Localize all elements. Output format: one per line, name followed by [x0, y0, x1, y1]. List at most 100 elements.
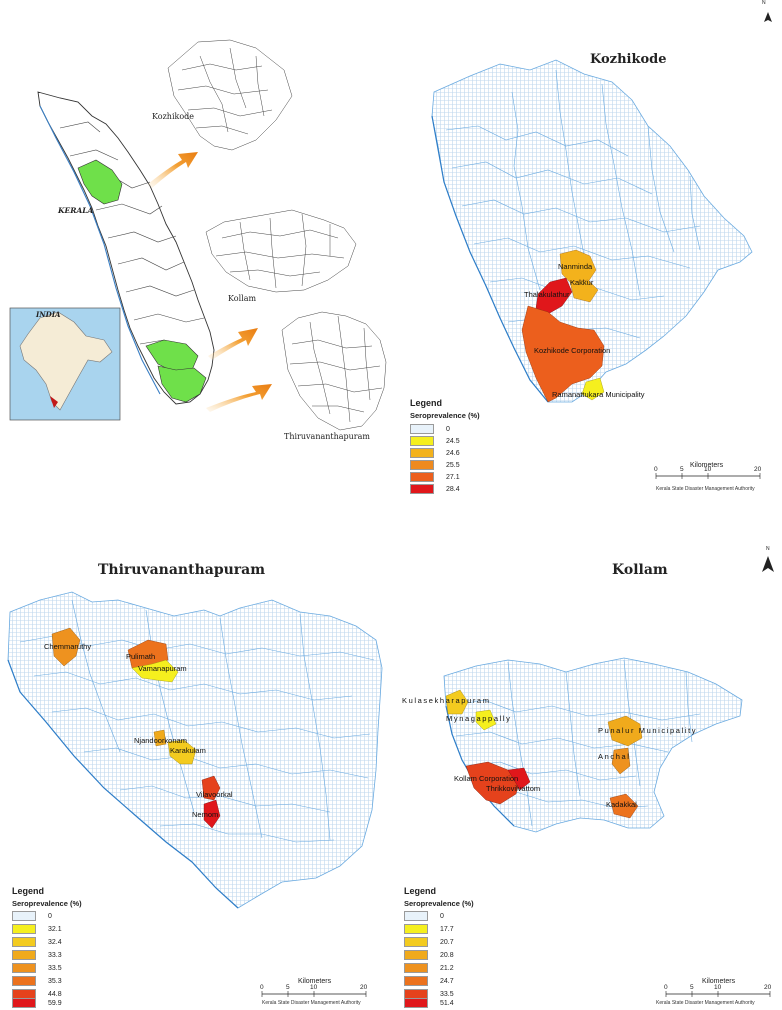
kollam-title: Kollam	[612, 562, 668, 578]
legend-swatch	[410, 436, 434, 446]
scale-tick: 10	[704, 466, 712, 473]
place-ramanattukara: Ramanattukara Municipality	[552, 390, 645, 399]
legend-value: 21.2	[440, 964, 454, 972]
nemom-region	[203, 799, 221, 829]
scale-tick: 0	[664, 984, 668, 991]
kollam-detail-map	[443, 657, 743, 833]
place-thrikkovilvattom: Thrikkovilvattom	[486, 784, 541, 793]
legend-value: 24.5	[446, 437, 460, 445]
thalakulathur-region	[535, 277, 573, 315]
scale-tick: 0	[654, 466, 658, 473]
legend-swatch	[12, 937, 36, 947]
legend-swatch	[12, 976, 36, 986]
kollam-thumbnail	[205, 209, 357, 293]
legend-value: 0	[440, 912, 444, 920]
thiruvananthapuram-title: Thiruvananthapuram	[98, 562, 266, 578]
legend-swatch	[410, 448, 434, 458]
legend-swatch	[12, 924, 36, 934]
north-label-top: N	[762, 0, 766, 6]
north-arrow-kollam	[762, 556, 774, 572]
ramanattukara-region	[581, 377, 605, 401]
scale-credit: Kerala State Disaster Management Authori…	[656, 486, 755, 492]
legend-swatch	[404, 937, 428, 947]
scale-title: Kilometers	[702, 978, 736, 985]
thrikkovilvattom-region	[507, 767, 531, 791]
legend-swatch	[404, 963, 428, 973]
scale-tick: 10	[310, 984, 318, 991]
legend-swatch	[404, 998, 428, 1008]
kozhikode-detail-map	[431, 59, 753, 403]
legend-value: 32.1	[48, 925, 62, 933]
legend-value: 17.7	[440, 925, 454, 933]
thiruvananthapuram-legend: Legend Seroprevalence (%) 0 32.1 32.4 33…	[12, 886, 132, 1008]
punalur-region	[607, 715, 643, 747]
legend-title: Legend	[404, 886, 437, 896]
scale-title: Kilometers	[298, 978, 332, 985]
legend-swatch	[410, 460, 434, 470]
place-thalakulathur: Thalakulathur	[524, 290, 570, 299]
kozhikode-title: Kozhikode	[590, 52, 667, 67]
legend-swatch	[404, 911, 428, 921]
legend-subtitle: Seroprevalence (%)	[410, 411, 480, 420]
legend-value: 51.4	[440, 999, 454, 1007]
legend-value: 24.7	[440, 977, 454, 985]
legend-value: 24.6	[446, 449, 460, 457]
legend-swatch	[12, 911, 36, 921]
kerala-label: KERALA	[58, 206, 94, 215]
thiruvananthapuram-detail-map	[7, 591, 383, 909]
kozhikode-thumbnail	[167, 39, 293, 151]
legend-swatch	[12, 998, 36, 1008]
scale-bar-kollam	[665, 991, 771, 997]
place-vilavoorkal: Vilavoorkal	[196, 790, 233, 799]
scale-credit: Kerala State Disaster Management Authori…	[656, 1000, 755, 1006]
nanminda-region	[559, 249, 597, 285]
place-punalur: Punalur Municipality	[598, 726, 698, 735]
place-nemom: Nemom	[192, 810, 219, 819]
place-kadakkal: Kadakkal	[606, 800, 637, 809]
north-arrow-top	[764, 12, 772, 22]
kulasekharapuram-region	[445, 689, 469, 715]
scale-tick: 5	[286, 984, 290, 991]
place-karakulam: Karakulam	[170, 746, 206, 755]
place-nanminda: Nanminda	[558, 262, 593, 271]
karakulam-region	[167, 739, 197, 765]
legend-value: 59.9	[48, 999, 62, 1007]
scale-bar-thiruvananthapuram	[261, 991, 367, 997]
place-chemmaruthy: Chemmaruthy	[44, 642, 92, 651]
legend-swatch	[410, 472, 434, 482]
legend-swatch	[404, 950, 428, 960]
overview-thiruvananthapuram-label: Thiruvananthapuram	[284, 432, 370, 441]
scale-bar-kozhikode	[655, 473, 761, 479]
place-kakkur: Kakkur	[570, 278, 594, 287]
legend-value: 0	[446, 425, 450, 433]
legend-swatch	[410, 484, 434, 494]
scale-tick: 20	[360, 984, 368, 991]
anchal-region	[611, 747, 631, 775]
legend-value: 33.5	[48, 964, 62, 972]
legend-value: 0	[48, 912, 52, 920]
legend-value: 28.4	[446, 485, 460, 493]
scale-tick: 5	[690, 984, 694, 991]
legend-subtitle: Seroprevalence (%)	[12, 899, 82, 908]
scale-title: Kilometers	[690, 462, 724, 469]
kollam-legend: Legend Seroprevalence (%) 0 17.7 20.7 20…	[404, 886, 524, 1008]
place-kollam-corporation: Kollam Corporation	[454, 774, 519, 783]
legend-value: 27.1	[446, 473, 460, 481]
scale-tick: 20	[764, 984, 772, 991]
legend-swatch	[404, 924, 428, 934]
legend-swatch	[12, 950, 36, 960]
kozhikode-corporation-region	[521, 305, 605, 403]
kerala-state-map	[37, 91, 215, 405]
vamanapuram-region	[131, 659, 179, 683]
legend-value: 33.5	[440, 990, 454, 998]
vilavoorkal-region	[201, 775, 221, 801]
scale-tick: 20	[754, 466, 762, 473]
legend-value: 32.4	[48, 938, 62, 946]
legend-value: 20.7	[440, 938, 454, 946]
place-kulasekharapuram: Kulasekharapuram	[402, 696, 491, 705]
place-vamanapuram: Vamanapuram	[138, 664, 187, 673]
legend-title: Legend	[12, 886, 45, 896]
legend-value: 25.5	[446, 461, 460, 469]
legend-value: 44.8	[48, 990, 62, 998]
